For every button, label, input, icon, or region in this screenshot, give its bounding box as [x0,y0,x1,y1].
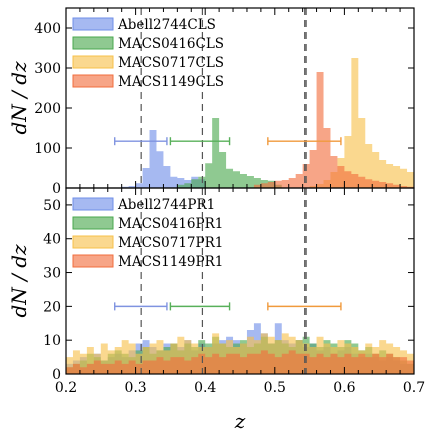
histogram-abell2744cls [121,130,206,188]
legend-label: MACS0717CLS [118,55,224,71]
x-tick-label: 0.5 [264,380,286,396]
x-tick-label: 0.4 [194,380,216,396]
y-tick-label: 400 [34,21,61,37]
y-tick-label: 200 [34,101,61,117]
x-axis-label: z [234,409,246,433]
panel-2: 0 10 20 30 40 50 0.2 0.3 0.4 0.5 0.6 0.7 dN / dz z Abe… [7,187,425,433]
panel-1: 0 100 200 300 400 dN / dz Abell2744CLS MACS0416… [7,7,415,197]
legend-label: Abell2744CLS [117,17,216,33]
legend-swatch [72,235,114,249]
y-tick-label: 20 [43,299,61,315]
legend-label: MACS1149CLS [118,74,224,90]
legend-label: Abell2744PR1 [117,197,215,213]
legend-swatch [72,74,114,88]
legend-swatch [72,55,114,69]
histogram-macs1149cls [253,72,414,188]
legend-swatch [72,254,114,268]
legend: Abell2744PR1 MACS0416PR1 MACS0717PR1 MACS11… [72,197,223,270]
y-tick-label: 300 [34,61,61,77]
y-axis-label: dN / dz [7,244,31,318]
y-axis-label: dN / dz [7,61,31,135]
legend-label: MACS0717PR1 [118,235,223,251]
legend-swatch [72,17,114,31]
x-tick-label: 0.7 [403,380,425,396]
y-tick-label: 30 [43,266,61,282]
histogram-macs0717cls [309,58,414,188]
legend-label: MACS1149PR1 [118,254,223,270]
x-tick-label: 0.2 [55,380,77,396]
legend-swatch [72,197,114,211]
legend-label: MACS0416CLS [118,36,224,52]
y-tick-label: 0 [52,367,61,383]
x-tick-label: 0.6 [333,380,355,396]
y-tick-label: 0 [52,181,61,197]
legend-label: MACS0416PR1 [118,216,223,232]
x-tick-label: 0.3 [124,380,146,396]
histogram-macs1149pr1 [66,350,414,374]
legend: Abell2744CLS MACS0416CLS MACS0717CLS MACS11… [72,17,224,90]
legend-swatch [72,216,114,230]
y-tick-label: 50 [43,198,61,214]
histogram-macs0416cls [177,118,282,188]
plot-frame [65,187,415,375]
y-tick-label: 40 [43,232,61,248]
y-tick-label: 10 [43,333,61,349]
legend-swatch [72,36,114,50]
y-tick-label: 100 [34,141,61,157]
